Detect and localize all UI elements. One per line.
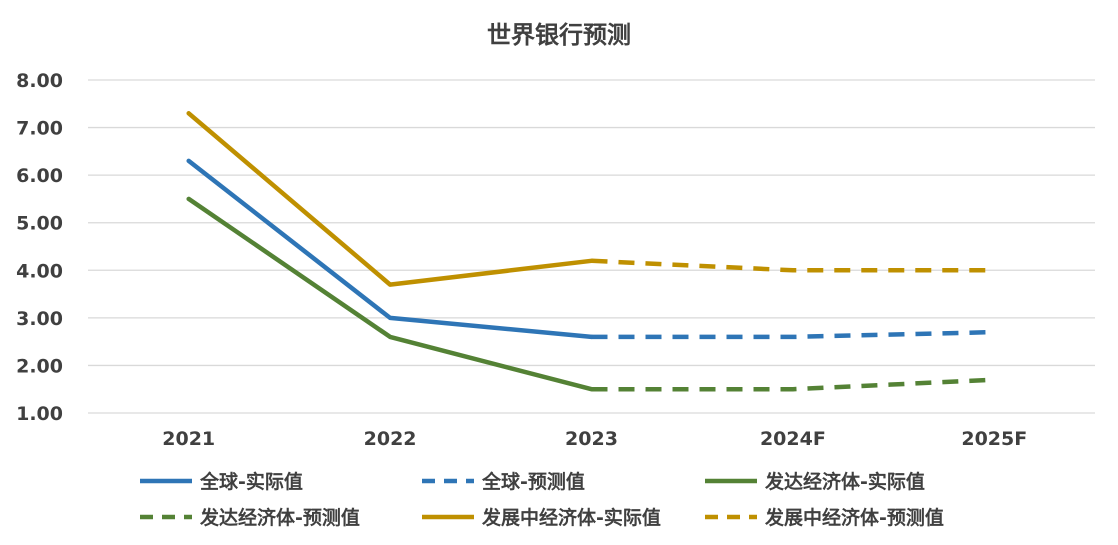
y-tick-label: 3.00	[16, 308, 63, 330]
series-line-2	[591, 329, 995, 340]
series-line-4	[591, 377, 995, 392]
y-tick-label: 8.00	[16, 70, 63, 92]
legend-item: 发展中经济体-预测值	[705, 506, 944, 529]
legend-label: 发达经济体-实际值	[764, 470, 925, 493]
y-tick-label: 5.00	[16, 213, 63, 235]
legend-item: 全球-预测值	[422, 470, 585, 493]
x-tick-label: 2021	[162, 428, 215, 450]
legend-label: 发展中经济体-预测值	[764, 506, 944, 529]
series-line-6	[591, 258, 995, 273]
series-line-5	[186, 111, 594, 287]
x-tick-label: 2024F	[760, 428, 826, 450]
x-tick-label: 2023	[565, 428, 618, 450]
y-tick-label: 6.00	[16, 165, 63, 187]
legend-item: 发展中经济体-实际值	[422, 506, 661, 529]
x-axis-ticks: 2021 2022 2023 2024F 2025F	[162, 428, 1027, 450]
series-line-3	[186, 196, 594, 392]
y-tick-label: 4.00	[16, 260, 63, 282]
legend-label: 发达经济体-预测值	[199, 506, 360, 529]
series-line-1	[186, 158, 594, 340]
chart-title: 世界银行预测	[487, 21, 631, 49]
legend-item: 发达经济体-预测值	[140, 506, 360, 529]
y-tick-label: 2.00	[16, 355, 63, 377]
y-tick-label: 1.00	[16, 403, 63, 425]
gridlines	[88, 79, 1095, 414]
legend-label: 发展中经济体-实际值	[481, 506, 661, 529]
x-tick-label: 2025F	[961, 428, 1027, 450]
series-lines	[186, 111, 995, 392]
legend-label: 全球-预测值	[481, 470, 585, 493]
x-tick-label: 2022	[364, 428, 417, 450]
legend-item: 全球-实际值	[140, 470, 303, 493]
legend-label: 全球-实际值	[199, 470, 303, 493]
y-tick-label: 7.00	[16, 118, 63, 140]
y-axis-ticks: 8.00 7.00 6.00 5.00 4.00 3.00 2.00 1.00	[16, 70, 63, 425]
legend-item: 发达经济体-实际值	[705, 470, 925, 493]
